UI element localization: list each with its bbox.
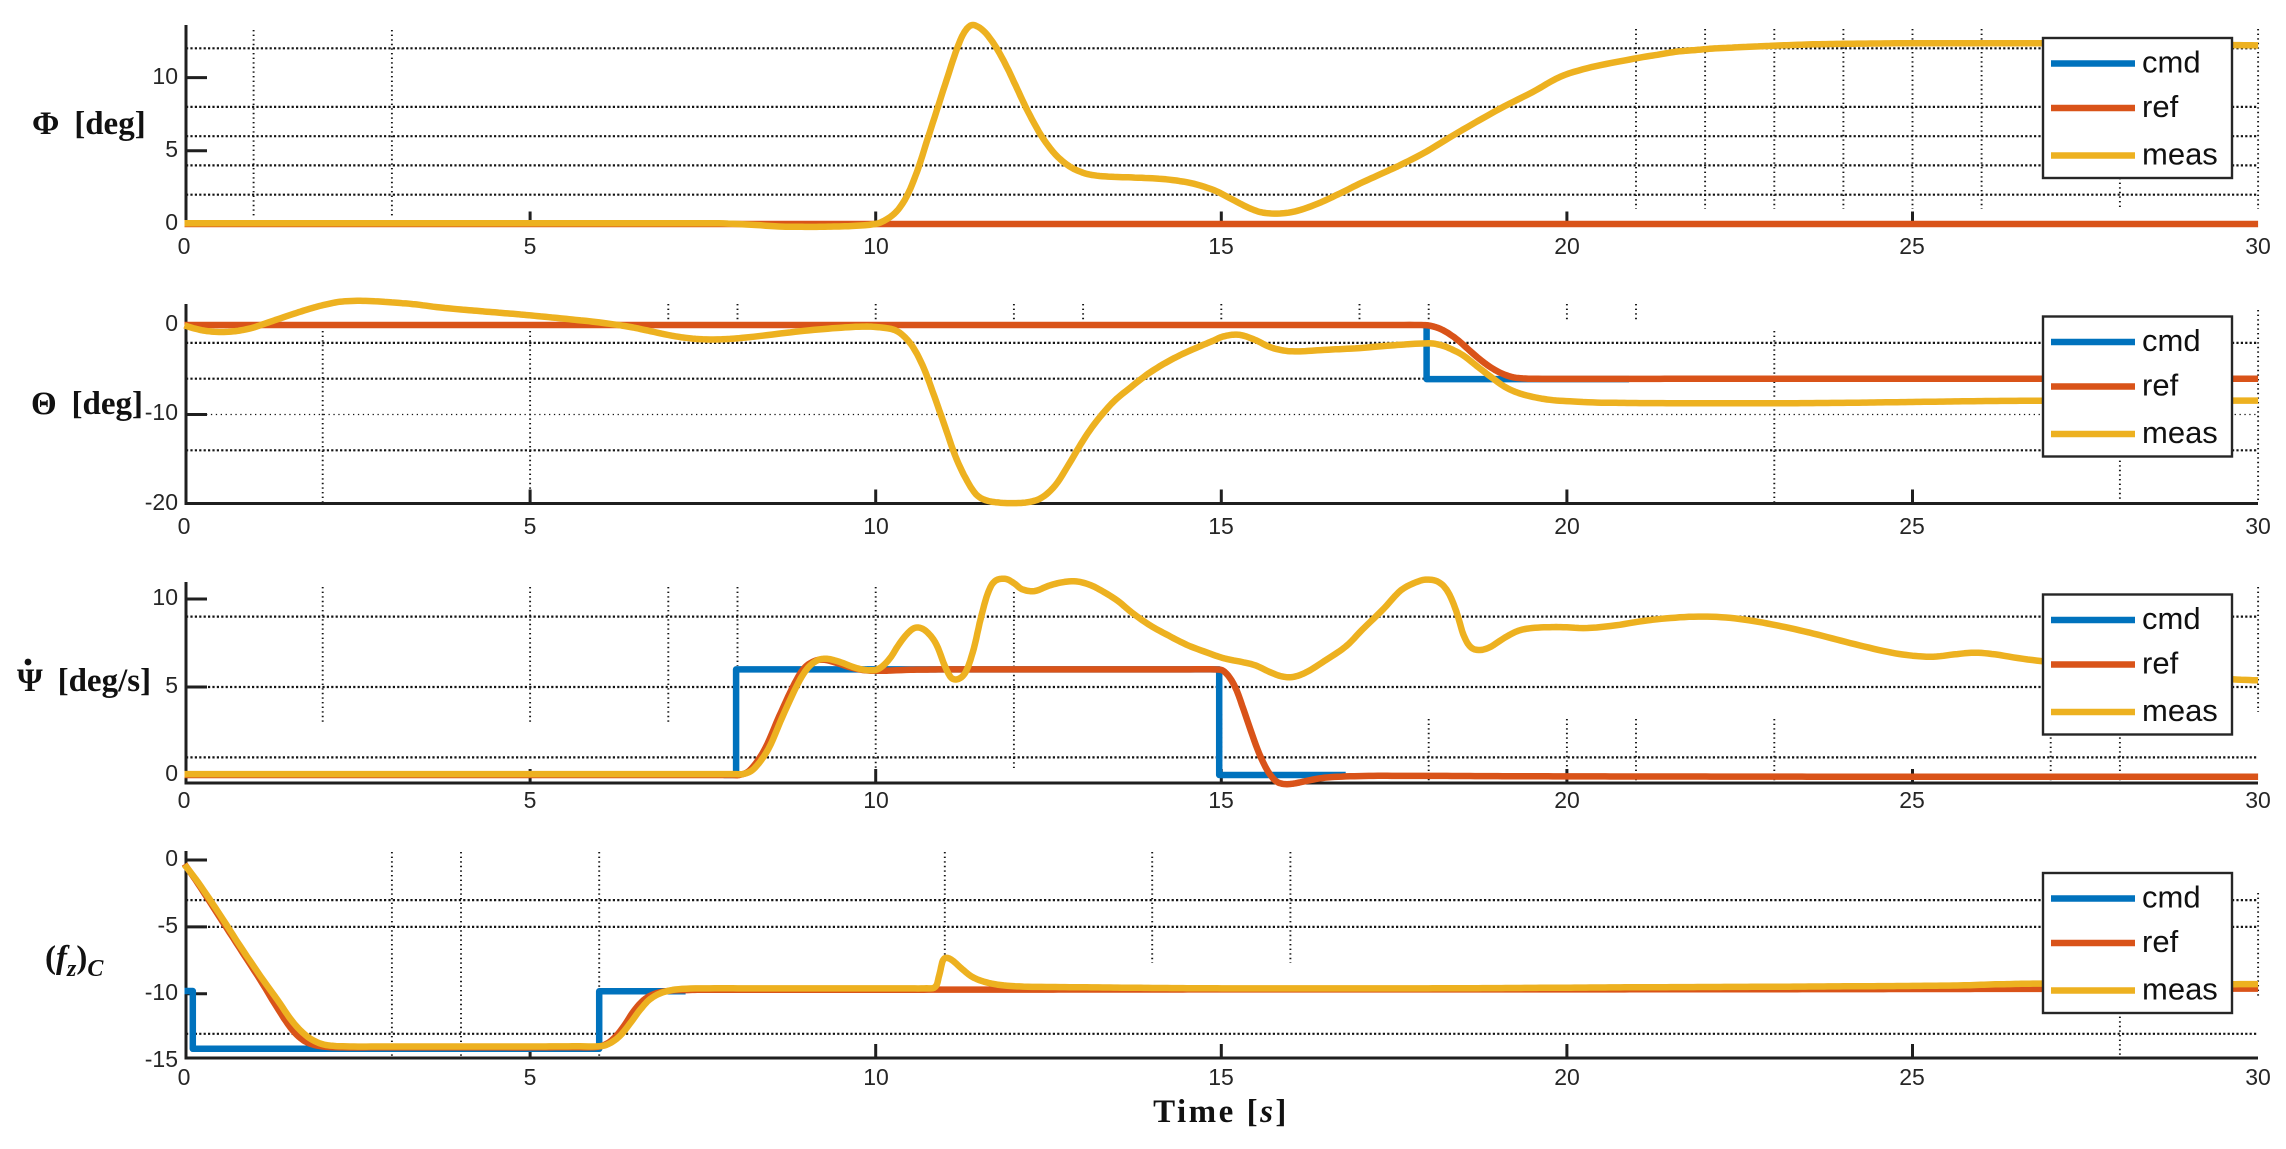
svg-text:10: 10 [863, 233, 889, 259]
svg-text:0: 0 [178, 513, 191, 539]
svg-text:25: 25 [1899, 787, 1925, 813]
svg-text:-5: -5 [158, 912, 178, 938]
svg-text:meas: meas [2142, 415, 2218, 450]
svg-text:5: 5 [165, 672, 178, 698]
svg-text:cmd: cmd [2142, 45, 2201, 80]
svg-text:Φ [deg]: Φ [deg] [32, 106, 146, 142]
svg-text:20: 20 [1554, 787, 1580, 813]
svg-text:20: 20 [1554, 233, 1580, 259]
svg-text:meas: meas [2142, 972, 2218, 1007]
svg-text:15: 15 [1208, 513, 1234, 539]
svg-text:-10: -10 [145, 399, 178, 425]
svg-text:10: 10 [863, 787, 889, 813]
svg-text:5: 5 [524, 233, 537, 259]
svg-text:30: 30 [2245, 513, 2271, 539]
svg-text:meas: meas [2142, 137, 2218, 172]
svg-text:-20: -20 [145, 489, 178, 515]
svg-text:25: 25 [1899, 1064, 1925, 1090]
svg-text:10: 10 [152, 63, 178, 89]
svg-text:-10: -10 [145, 979, 178, 1005]
svg-text:0: 0 [165, 845, 178, 871]
svg-text:cmd: cmd [2142, 323, 2201, 358]
svg-text:meas: meas [2142, 693, 2218, 728]
svg-text:ref: ref [2142, 368, 2179, 403]
svg-text:10: 10 [152, 584, 178, 610]
svg-text:ref: ref [2142, 646, 2179, 681]
svg-text:0: 0 [165, 209, 178, 235]
svg-text:0: 0 [165, 760, 178, 786]
svg-text:10: 10 [863, 1064, 889, 1090]
svg-text:30: 30 [2245, 1064, 2271, 1090]
svg-text:5: 5 [524, 787, 537, 813]
svg-text:5: 5 [524, 513, 537, 539]
svg-text:15: 15 [1208, 787, 1234, 813]
svg-text:30: 30 [2245, 787, 2271, 813]
svg-text:Time [s]: Time [s] [1153, 1094, 1289, 1130]
svg-text:5: 5 [165, 136, 178, 162]
svg-text:5: 5 [524, 1064, 537, 1090]
svg-text:Ψ [deg/s]: Ψ [deg/s] [17, 663, 151, 699]
svg-text:25: 25 [1899, 513, 1925, 539]
svg-text:-15: -15 [145, 1046, 178, 1072]
svg-text:20: 20 [1554, 1064, 1580, 1090]
svg-text:10: 10 [863, 513, 889, 539]
svg-text:ref: ref [2142, 924, 2179, 959]
svg-text:15: 15 [1208, 1064, 1234, 1090]
svg-text:0: 0 [178, 233, 191, 259]
svg-text:cmd: cmd [2142, 601, 2201, 636]
svg-text:20: 20 [1554, 513, 1580, 539]
svg-text:0: 0 [165, 310, 178, 336]
svg-text:0: 0 [178, 1064, 191, 1090]
svg-text:0: 0 [178, 787, 191, 813]
svg-text:30: 30 [2245, 233, 2271, 259]
svg-text:15: 15 [1208, 233, 1234, 259]
svg-text:Θ [deg]: Θ [deg] [31, 386, 143, 422]
svg-text:ref: ref [2142, 89, 2179, 124]
svg-text:cmd: cmd [2142, 880, 2201, 915]
svg-text:25: 25 [1899, 233, 1925, 259]
